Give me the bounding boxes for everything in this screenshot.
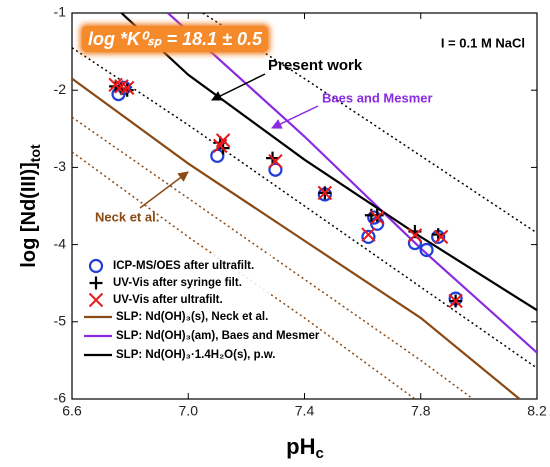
- point: [419, 242, 434, 258]
- y-axis-label: log [Nd(III)]tot: [18, 144, 42, 268]
- axes: 6.6 7.0 7.4 7.8 8.2 -1 -2 -3 -4 -5 -6: [54, 4, 547, 419]
- point: [433, 229, 449, 245]
- point: [109, 79, 123, 93]
- medium-label: I = 0.1 M NaCl: [441, 35, 525, 50]
- neck-arrow: [139, 171, 189, 209]
- y-tick-label: -2: [54, 81, 67, 97]
- x-tick-label: 7.8: [411, 403, 431, 419]
- baes-arrow: [271, 105, 319, 129]
- legend: ICP-MS/OES after ultrafilt. UV-Vis after …: [84, 258, 320, 361]
- legend-marker: [88, 258, 104, 274]
- legend-label: SLP: Nd(OH)₃(am), Baes and Mesmer: [116, 330, 320, 342]
- neck-label: Neck et al.: [95, 209, 159, 224]
- y-tick-label: -3: [54, 158, 67, 174]
- x-label-sub: c: [315, 445, 323, 462]
- curve: [167, 13, 537, 354]
- x-tick-label: 8.2: [527, 403, 547, 419]
- present-label: Present work: [268, 57, 363, 74]
- present-arrow: [211, 73, 266, 101]
- uncertainty-line: [72, 151, 416, 399]
- plot-area: [72, 13, 537, 399]
- legend-label: SLP: Nd(OH)₃·1.4H₂O(s), p.w.: [116, 349, 276, 361]
- y-tick-label: -5: [54, 313, 67, 329]
- curve: [120, 13, 537, 312]
- baes-label: Baes and Mesmer: [322, 90, 433, 105]
- legend-label: SLP: Nd(OH)₃(s), Neck et al.: [116, 311, 268, 323]
- x-tick-label: 7.0: [179, 403, 199, 419]
- legend-label: ICP-MS/OES after ultrafilt.: [113, 260, 254, 272]
- y-tick-label: -4: [54, 235, 67, 251]
- curve: [72, 77, 521, 399]
- legend-label: UV-Vis after syringe filt.: [113, 277, 242, 289]
- y-tick-label: -6: [54, 390, 67, 406]
- point: [317, 185, 333, 201]
- x-axis-label: pHc: [286, 434, 324, 462]
- y-label-main: log [Nd(III)]: [18, 162, 40, 268]
- point: [370, 208, 384, 222]
- constant-box: [82, 26, 268, 52]
- y-label-sub: tot: [27, 144, 43, 162]
- x-label-main: pH: [286, 434, 315, 459]
- uncertainty-line: [72, 47, 537, 369]
- uncertainty-line: [72, 116, 474, 399]
- point: [120, 83, 134, 97]
- point: [361, 229, 376, 244]
- point: [407, 228, 423, 243]
- point: [268, 162, 283, 177]
- legend-marker: [89, 276, 103, 290]
- point: [448, 293, 463, 309]
- legend-marker: [88, 292, 104, 308]
- x-tick-label: 7.4: [295, 403, 315, 419]
- point: [361, 227, 376, 242]
- point: [268, 154, 283, 169]
- legend-label: UV-Vis after ultrafilt.: [113, 294, 223, 306]
- point: [215, 133, 231, 148]
- constant-label: log *K⁰ₛₚ = 18.1 ± 0.5: [88, 29, 263, 49]
- x-tick-label: 6.6: [62, 403, 82, 419]
- point: [369, 210, 385, 225]
- y-tick-label: -1: [54, 4, 67, 20]
- point: [120, 80, 135, 96]
